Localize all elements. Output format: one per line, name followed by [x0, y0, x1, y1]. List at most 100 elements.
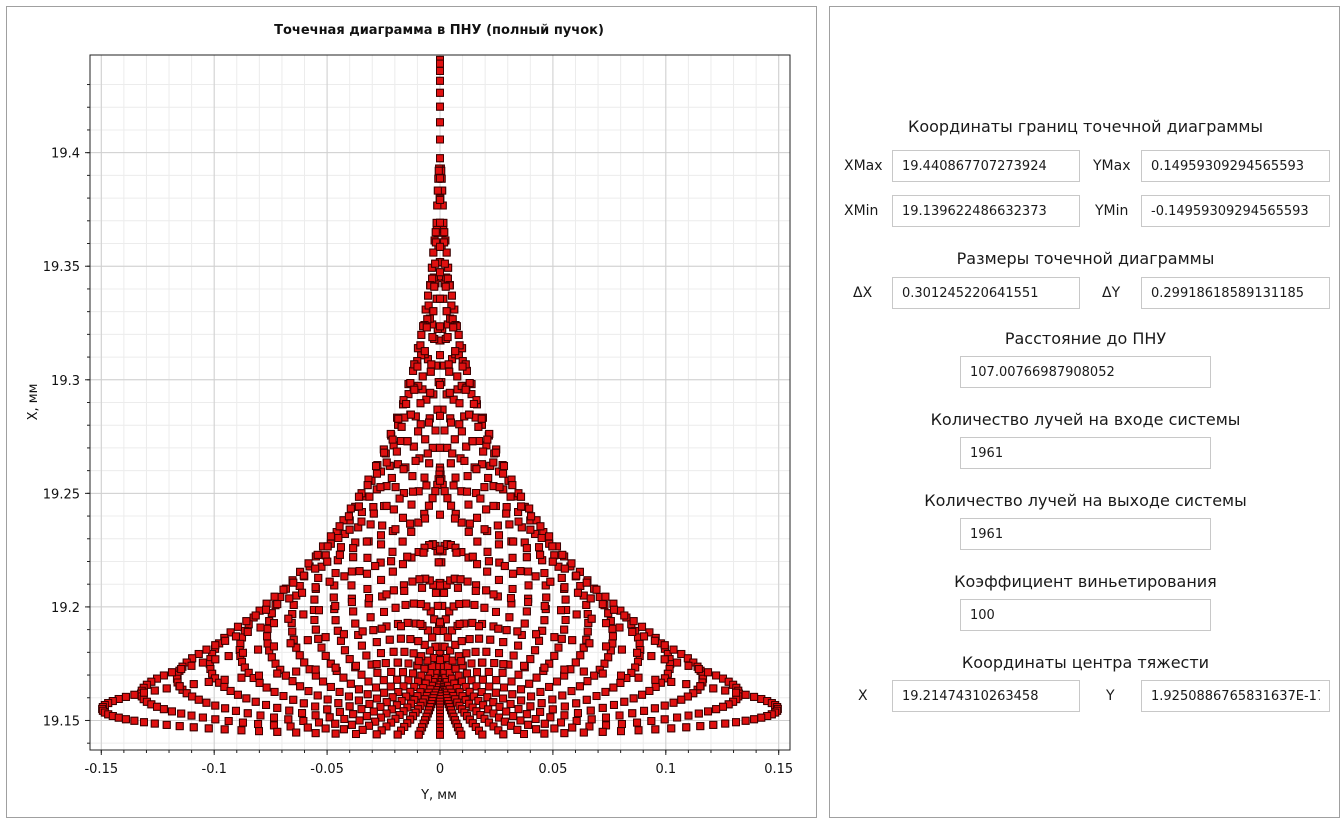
- scatter-point: [393, 460, 402, 469]
- scatter-point: [369, 707, 378, 716]
- scatter-point: [237, 726, 246, 735]
- scatter-point: [560, 564, 569, 573]
- x-tick-label: 0.15: [764, 762, 793, 777]
- scatter-point: [579, 728, 588, 737]
- scatter-point: [335, 687, 344, 696]
- scatter-point: [445, 367, 454, 376]
- centroid-x-field[interactable]: [892, 680, 1080, 712]
- scatter-point: [402, 399, 411, 408]
- scatter-point: [243, 627, 252, 636]
- scatter-point: [483, 547, 492, 556]
- scatter-point: [647, 717, 656, 726]
- rays-out-field[interactable]: [960, 518, 1211, 550]
- scatter-point: [349, 544, 358, 553]
- scatter-point: [414, 518, 423, 527]
- scatter-point: [357, 641, 366, 650]
- scatter-point: [273, 703, 282, 712]
- scatter-point: [211, 715, 220, 724]
- scatter-point: [382, 709, 391, 718]
- scatter-point: [389, 505, 398, 514]
- scatter-point: [441, 282, 450, 291]
- centroid-title: Координаты центра тяжести: [961, 653, 1210, 672]
- scatter-point: [363, 553, 372, 562]
- scatter-point: [255, 678, 264, 687]
- scatter-point: [617, 720, 626, 729]
- scatter-point: [468, 618, 477, 627]
- scatter-point: [509, 537, 518, 546]
- scatter-point: [372, 730, 381, 739]
- scatter-point: [355, 716, 364, 725]
- vignetting-field[interactable]: [960, 599, 1211, 631]
- scatter-point: [436, 59, 444, 68]
- scatter-point: [453, 372, 462, 381]
- xmin-field[interactable]: [892, 195, 1080, 227]
- scatter-point: [540, 616, 549, 625]
- scatter-point: [433, 601, 442, 610]
- distance-field[interactable]: [960, 356, 1211, 388]
- scatter-point: [462, 599, 471, 608]
- chart-title: Точечная диаграмма в ПНУ (полный пучок): [274, 23, 604, 38]
- dx-field[interactable]: [892, 277, 1080, 309]
- scatter-point: [436, 195, 444, 204]
- scatter-point: [421, 514, 430, 523]
- scatter-point: [436, 218, 444, 227]
- scatter-point: [436, 242, 444, 251]
- scatter-point: [660, 641, 669, 650]
- spot-diagram-panel: Точечная диаграмма в ПНУ (полный пучок) …: [6, 6, 817, 818]
- scatter-point: [224, 717, 233, 726]
- scatter-point: [406, 687, 415, 696]
- scatter-point: [557, 573, 566, 582]
- scatter-point: [416, 341, 425, 350]
- scatter-point: [386, 682, 395, 691]
- scatter-point: [298, 588, 307, 597]
- spot-diagram-chart[interactable]: Точечная диаграмма в ПНУ (полный пучок) …: [7, 7, 818, 819]
- scatter-point: [495, 702, 504, 711]
- scatter-point: [442, 248, 451, 257]
- scatter-point: [371, 462, 380, 471]
- scatter-point: [296, 682, 305, 691]
- scatter-point: [243, 709, 252, 718]
- scatter-point: [311, 711, 320, 720]
- y-tick-label: 19.2: [51, 601, 80, 616]
- ymax-field[interactable]: [1141, 150, 1330, 182]
- scatter-point: [398, 513, 407, 522]
- ymax-label: YMax: [1093, 158, 1131, 174]
- scatter-point: [416, 619, 425, 628]
- centroid-y-field[interactable]: [1141, 680, 1330, 712]
- scatter-point: [448, 656, 457, 665]
- scatter-point: [273, 727, 282, 736]
- scatter-point: [323, 557, 332, 566]
- scatter-point: [376, 702, 385, 711]
- scatter-point: [389, 647, 398, 656]
- scatter-point: [448, 449, 457, 458]
- scatter-point: [447, 291, 456, 300]
- scatter-point: [289, 578, 298, 587]
- scatter-point: [475, 634, 484, 643]
- scatter-point: [347, 581, 356, 590]
- scatter-point: [270, 713, 279, 722]
- scatter-point: [391, 483, 400, 492]
- xmax-field[interactable]: [892, 150, 1080, 182]
- scatter-point: [478, 460, 487, 469]
- scatter-point: [189, 723, 198, 732]
- scatter-point: [381, 659, 390, 668]
- scatter-point: [331, 616, 340, 625]
- dy-field[interactable]: [1141, 277, 1330, 309]
- scatter-point: [478, 730, 487, 739]
- scatter-point: [251, 611, 260, 620]
- scatter-point: [444, 360, 453, 369]
- scatter-point: [382, 501, 391, 510]
- scatter-point: [262, 605, 271, 614]
- scatter-point: [340, 646, 349, 655]
- scatter-point: [313, 550, 322, 559]
- scatter-point: [284, 614, 293, 623]
- y-tick-label: 19.3: [51, 374, 80, 389]
- scatter-point: [684, 711, 693, 720]
- scatter-point: [477, 414, 486, 423]
- ymin-field[interactable]: [1141, 195, 1330, 227]
- rays-in-field[interactable]: [960, 437, 1211, 469]
- scatter-point: [285, 594, 294, 603]
- scatter-point: [436, 730, 444, 739]
- scatter-point: [431, 238, 440, 247]
- centroid-y-label: Y: [1106, 688, 1115, 704]
